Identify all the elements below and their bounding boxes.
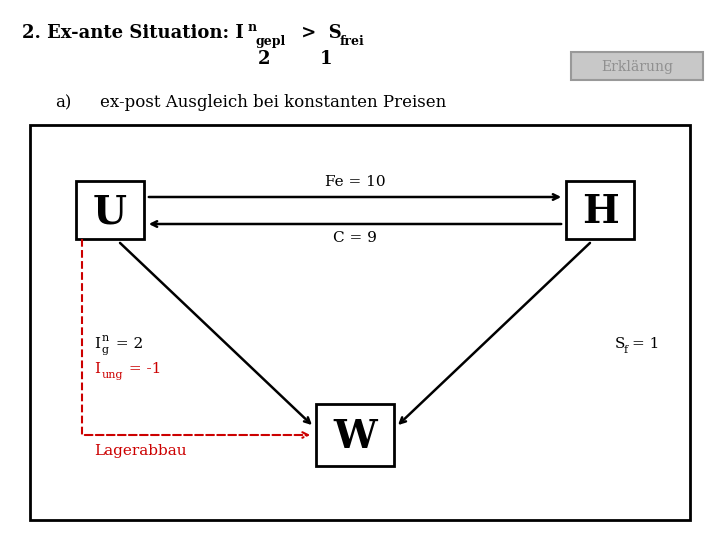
Text: I: I [94, 337, 100, 351]
Text: a): a) [55, 94, 71, 111]
Text: I: I [94, 362, 100, 376]
Text: >  S: > S [295, 24, 342, 42]
Text: 2. Ex-ante Situation: I: 2. Ex-ante Situation: I [22, 24, 244, 42]
Bar [76, 181, 144, 239]
Text: = 2: = 2 [111, 337, 143, 351]
Text: 2: 2 [258, 50, 271, 68]
Text: ex-post Ausgleich bei konstanten Preisen: ex-post Ausgleich bei konstanten Preisen [100, 94, 446, 111]
Bar [30, 125, 690, 520]
Text: H: H [582, 193, 618, 231]
Text: = 1: = 1 [632, 337, 660, 351]
Text: C = 9: C = 9 [333, 231, 377, 245]
Text: Lagerabbau: Lagerabbau [94, 444, 186, 458]
Text: Erklärung: Erklärung [601, 60, 673, 74]
Bar [566, 181, 634, 239]
Bar [316, 404, 394, 466]
Text: n: n [102, 333, 109, 343]
Text: frei: frei [340, 35, 365, 48]
Text: f: f [624, 345, 628, 355]
Text: g: g [102, 345, 109, 355]
Text: n: n [248, 21, 257, 34]
Text: Fe = 10: Fe = 10 [325, 175, 385, 189]
Text: gepl: gepl [255, 35, 285, 48]
Text: 1: 1 [320, 50, 333, 68]
Text: ung: ung [102, 370, 124, 380]
Text: W: W [333, 418, 377, 456]
Text: S: S [615, 337, 626, 351]
Text: U: U [93, 193, 127, 231]
Text: = -1: = -1 [124, 362, 161, 376]
Bar [571, 52, 703, 80]
